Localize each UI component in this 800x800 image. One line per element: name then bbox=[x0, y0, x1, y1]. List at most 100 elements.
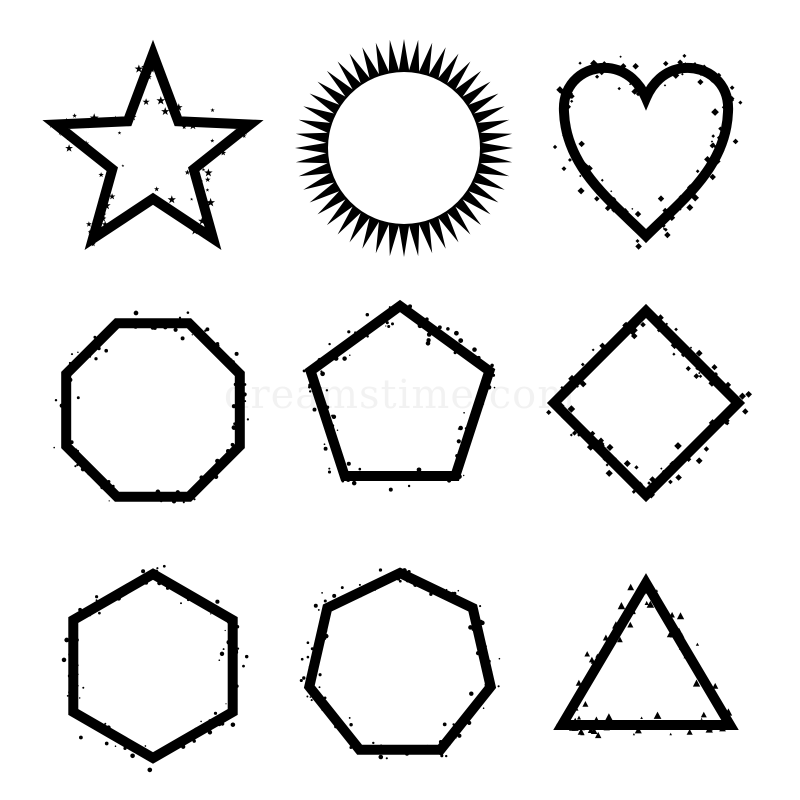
confetti-particle bbox=[640, 581, 648, 589]
confetti-particle bbox=[389, 311, 391, 314]
confetti-particle bbox=[698, 371, 701, 375]
confetti-particle bbox=[640, 492, 646, 497]
confetti-particle bbox=[128, 113, 137, 121]
confetti-particle bbox=[68, 691, 72, 695]
confetti-particle bbox=[666, 631, 673, 638]
confetti-particle bbox=[382, 318, 387, 323]
confetti-particle bbox=[320, 387, 322, 389]
confetti-particle bbox=[239, 417, 242, 419]
confetti-particle bbox=[646, 313, 650, 316]
confetti-particle bbox=[721, 105, 727, 110]
confetti-particle bbox=[577, 163, 582, 167]
confetti-particle bbox=[210, 344, 213, 347]
confetti-particle bbox=[708, 379, 716, 387]
confetti-particle bbox=[233, 422, 236, 425]
confetti-particle bbox=[641, 720, 647, 726]
confetti-particle bbox=[476, 355, 481, 360]
confetti-particle bbox=[123, 746, 127, 751]
confetti-particle bbox=[597, 437, 604, 444]
confetti-particle bbox=[669, 212, 672, 215]
confetti-particle bbox=[312, 407, 317, 412]
confetti-particle bbox=[488, 670, 493, 675]
confetti-particle bbox=[698, 374, 703, 378]
sunburst-inner-circle bbox=[328, 72, 480, 224]
confetti-particle bbox=[490, 363, 494, 368]
confetti-particle bbox=[732, 138, 739, 145]
confetti-particle bbox=[635, 243, 642, 250]
confetti-particle bbox=[578, 140, 585, 148]
confetti-particle bbox=[73, 448, 78, 453]
confetti-particle bbox=[580, 434, 583, 438]
confetti-particle bbox=[193, 327, 195, 330]
confetti-particle bbox=[639, 88, 644, 93]
confetti-particle bbox=[98, 611, 101, 615]
confetti-particle bbox=[561, 166, 567, 172]
confetti-particle bbox=[88, 355, 92, 358]
confetti-particle bbox=[650, 485, 658, 493]
confetti-particle bbox=[582, 727, 586, 731]
confetti-particle bbox=[475, 624, 478, 626]
confetti-particle bbox=[671, 332, 674, 334]
confetti-particle bbox=[738, 100, 743, 105]
confetti-particle bbox=[644, 723, 649, 727]
confetti-particle bbox=[629, 74, 634, 78]
confetti-particle bbox=[217, 610, 220, 612]
confetti-particle bbox=[602, 634, 609, 641]
confetti-particle bbox=[156, 567, 159, 570]
confetti-particle bbox=[690, 360, 695, 365]
confetti-particle bbox=[200, 720, 202, 723]
confetti-particle bbox=[355, 338, 359, 342]
confetti-particle bbox=[94, 227, 100, 233]
confetti-particle bbox=[241, 384, 245, 388]
confetti-particle bbox=[613, 627, 619, 634]
confetti-particle bbox=[662, 207, 668, 214]
confetti-particle bbox=[174, 103, 183, 111]
confetti-particle bbox=[226, 639, 232, 645]
confetti-particle bbox=[382, 579, 386, 583]
confetti-particle bbox=[175, 490, 180, 495]
confetti-particle bbox=[53, 446, 55, 449]
confetti-particle bbox=[358, 467, 362, 471]
confetti-particle bbox=[621, 208, 629, 216]
confetti-particle bbox=[111, 115, 120, 124]
confetti-particle bbox=[365, 312, 370, 317]
confetti-particle bbox=[233, 382, 238, 387]
confetti-particle bbox=[378, 568, 383, 572]
confetti-particle bbox=[325, 425, 329, 429]
confetti-particle bbox=[232, 655, 235, 659]
confetti-particle bbox=[76, 396, 80, 400]
confetti-particle bbox=[669, 460, 676, 467]
confetti-particle bbox=[215, 599, 220, 604]
confetti-particle bbox=[438, 752, 442, 755]
confetti-particle bbox=[704, 156, 711, 163]
confetti-particle bbox=[591, 348, 595, 352]
confetti-particle bbox=[644, 600, 649, 605]
confetti-particle bbox=[603, 198, 608, 202]
confetti-particle bbox=[635, 239, 640, 243]
confetti-particle bbox=[396, 577, 401, 581]
confetti-particle bbox=[153, 759, 156, 762]
confetti-particle bbox=[629, 720, 635, 725]
confetti-particle bbox=[379, 749, 383, 753]
confetti-particle bbox=[445, 588, 448, 591]
confetti-particle bbox=[429, 586, 433, 590]
confetti-particle bbox=[598, 442, 605, 449]
confetti-particle bbox=[328, 342, 331, 346]
confetti-particle bbox=[657, 314, 664, 321]
confetti-particle bbox=[62, 430, 67, 435]
confetti-particle bbox=[189, 121, 197, 130]
confetti-particle bbox=[215, 341, 220, 346]
confetti-particle bbox=[70, 643, 76, 649]
confetti-particle bbox=[66, 695, 69, 697]
confetti-particle bbox=[302, 676, 306, 680]
confetti-particle bbox=[336, 429, 339, 432]
confetti-particle bbox=[93, 335, 97, 339]
confetti-particle bbox=[603, 189, 607, 193]
confetti-particle bbox=[702, 64, 707, 69]
confetti-particle bbox=[637, 481, 643, 487]
confetti-particle bbox=[228, 706, 233, 711]
confetti-particle bbox=[416, 467, 422, 473]
confetti-particle bbox=[182, 501, 185, 504]
confetti-particle bbox=[683, 651, 688, 656]
confetti-particle bbox=[598, 67, 606, 76]
